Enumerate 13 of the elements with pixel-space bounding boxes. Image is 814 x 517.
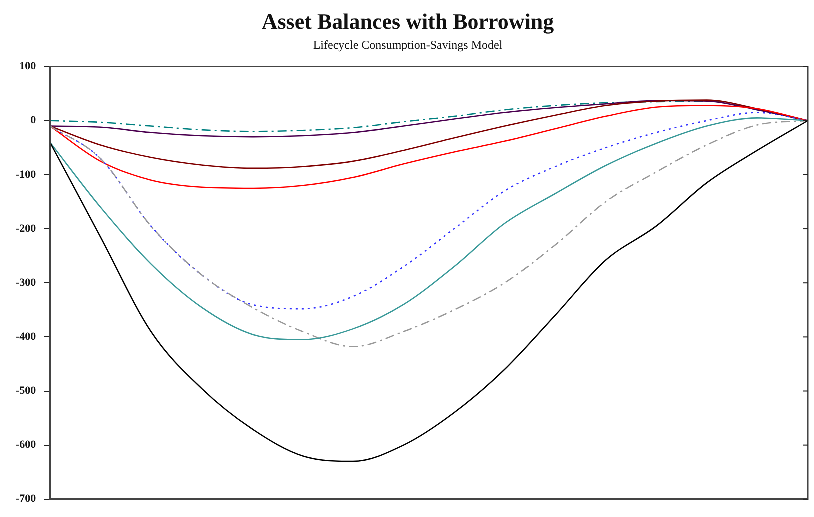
chart-title: Asset Balances with Borrowing: [262, 8, 554, 34]
y-tick-label: -100: [16, 168, 37, 181]
y-tick-label: -200: [16, 222, 37, 235]
line-series: [50, 120, 809, 462]
y-tick-label: -300: [16, 276, 37, 289]
y-tick-label: -700: [16, 493, 37, 506]
line-series: [50, 105, 809, 190]
chart-subtitle: Lifecycle Consumption-Savings Model: [313, 38, 504, 52]
y-tick-label: 100: [20, 60, 37, 73]
y-tick-label: -600: [16, 439, 37, 452]
y-tick-label: -400: [16, 331, 37, 344]
y-tick-label: -500: [16, 385, 37, 398]
y-tick-label: 0: [30, 114, 37, 127]
